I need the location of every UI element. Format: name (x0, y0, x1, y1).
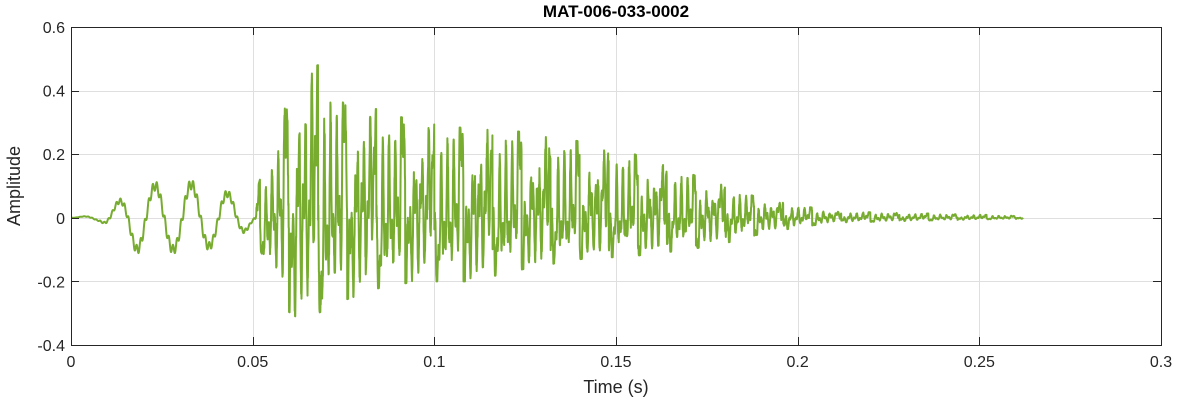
x-tick-label: 0.1 (423, 354, 445, 371)
x-tick-label: 0.05 (237, 354, 268, 371)
y-tick-label: 0.6 (43, 20, 65, 37)
x-axis-label: Time (s) (583, 377, 648, 397)
waveform-series (70, 64, 1024, 318)
x-tick-label: 0.2 (787, 354, 809, 371)
y-tick-label: -0.2 (37, 274, 65, 291)
y-tick-label: 0 (56, 211, 65, 228)
waveform-line (70, 64, 1024, 318)
axis-ticks: 0 0.05 0.1 0.15 0.2 0.25 0.3 -0.4 -0.2 0 0.2 0.4 0.6 (37, 20, 1172, 371)
x-tick-label: 0.3 (1150, 354, 1172, 371)
x-tick-label: 0 (67, 354, 76, 371)
y-tick-label: 0.2 (43, 147, 65, 164)
x-tick-label: 0.15 (600, 354, 631, 371)
y-axis-label: Amplitude (4, 146, 24, 226)
chart-title: MAT-006-033-0002 (543, 2, 689, 21)
y-tick-label: 0.4 (43, 84, 65, 101)
x-tick-label: 0.25 (964, 354, 995, 371)
y-tick-label: -0.4 (37, 338, 65, 355)
